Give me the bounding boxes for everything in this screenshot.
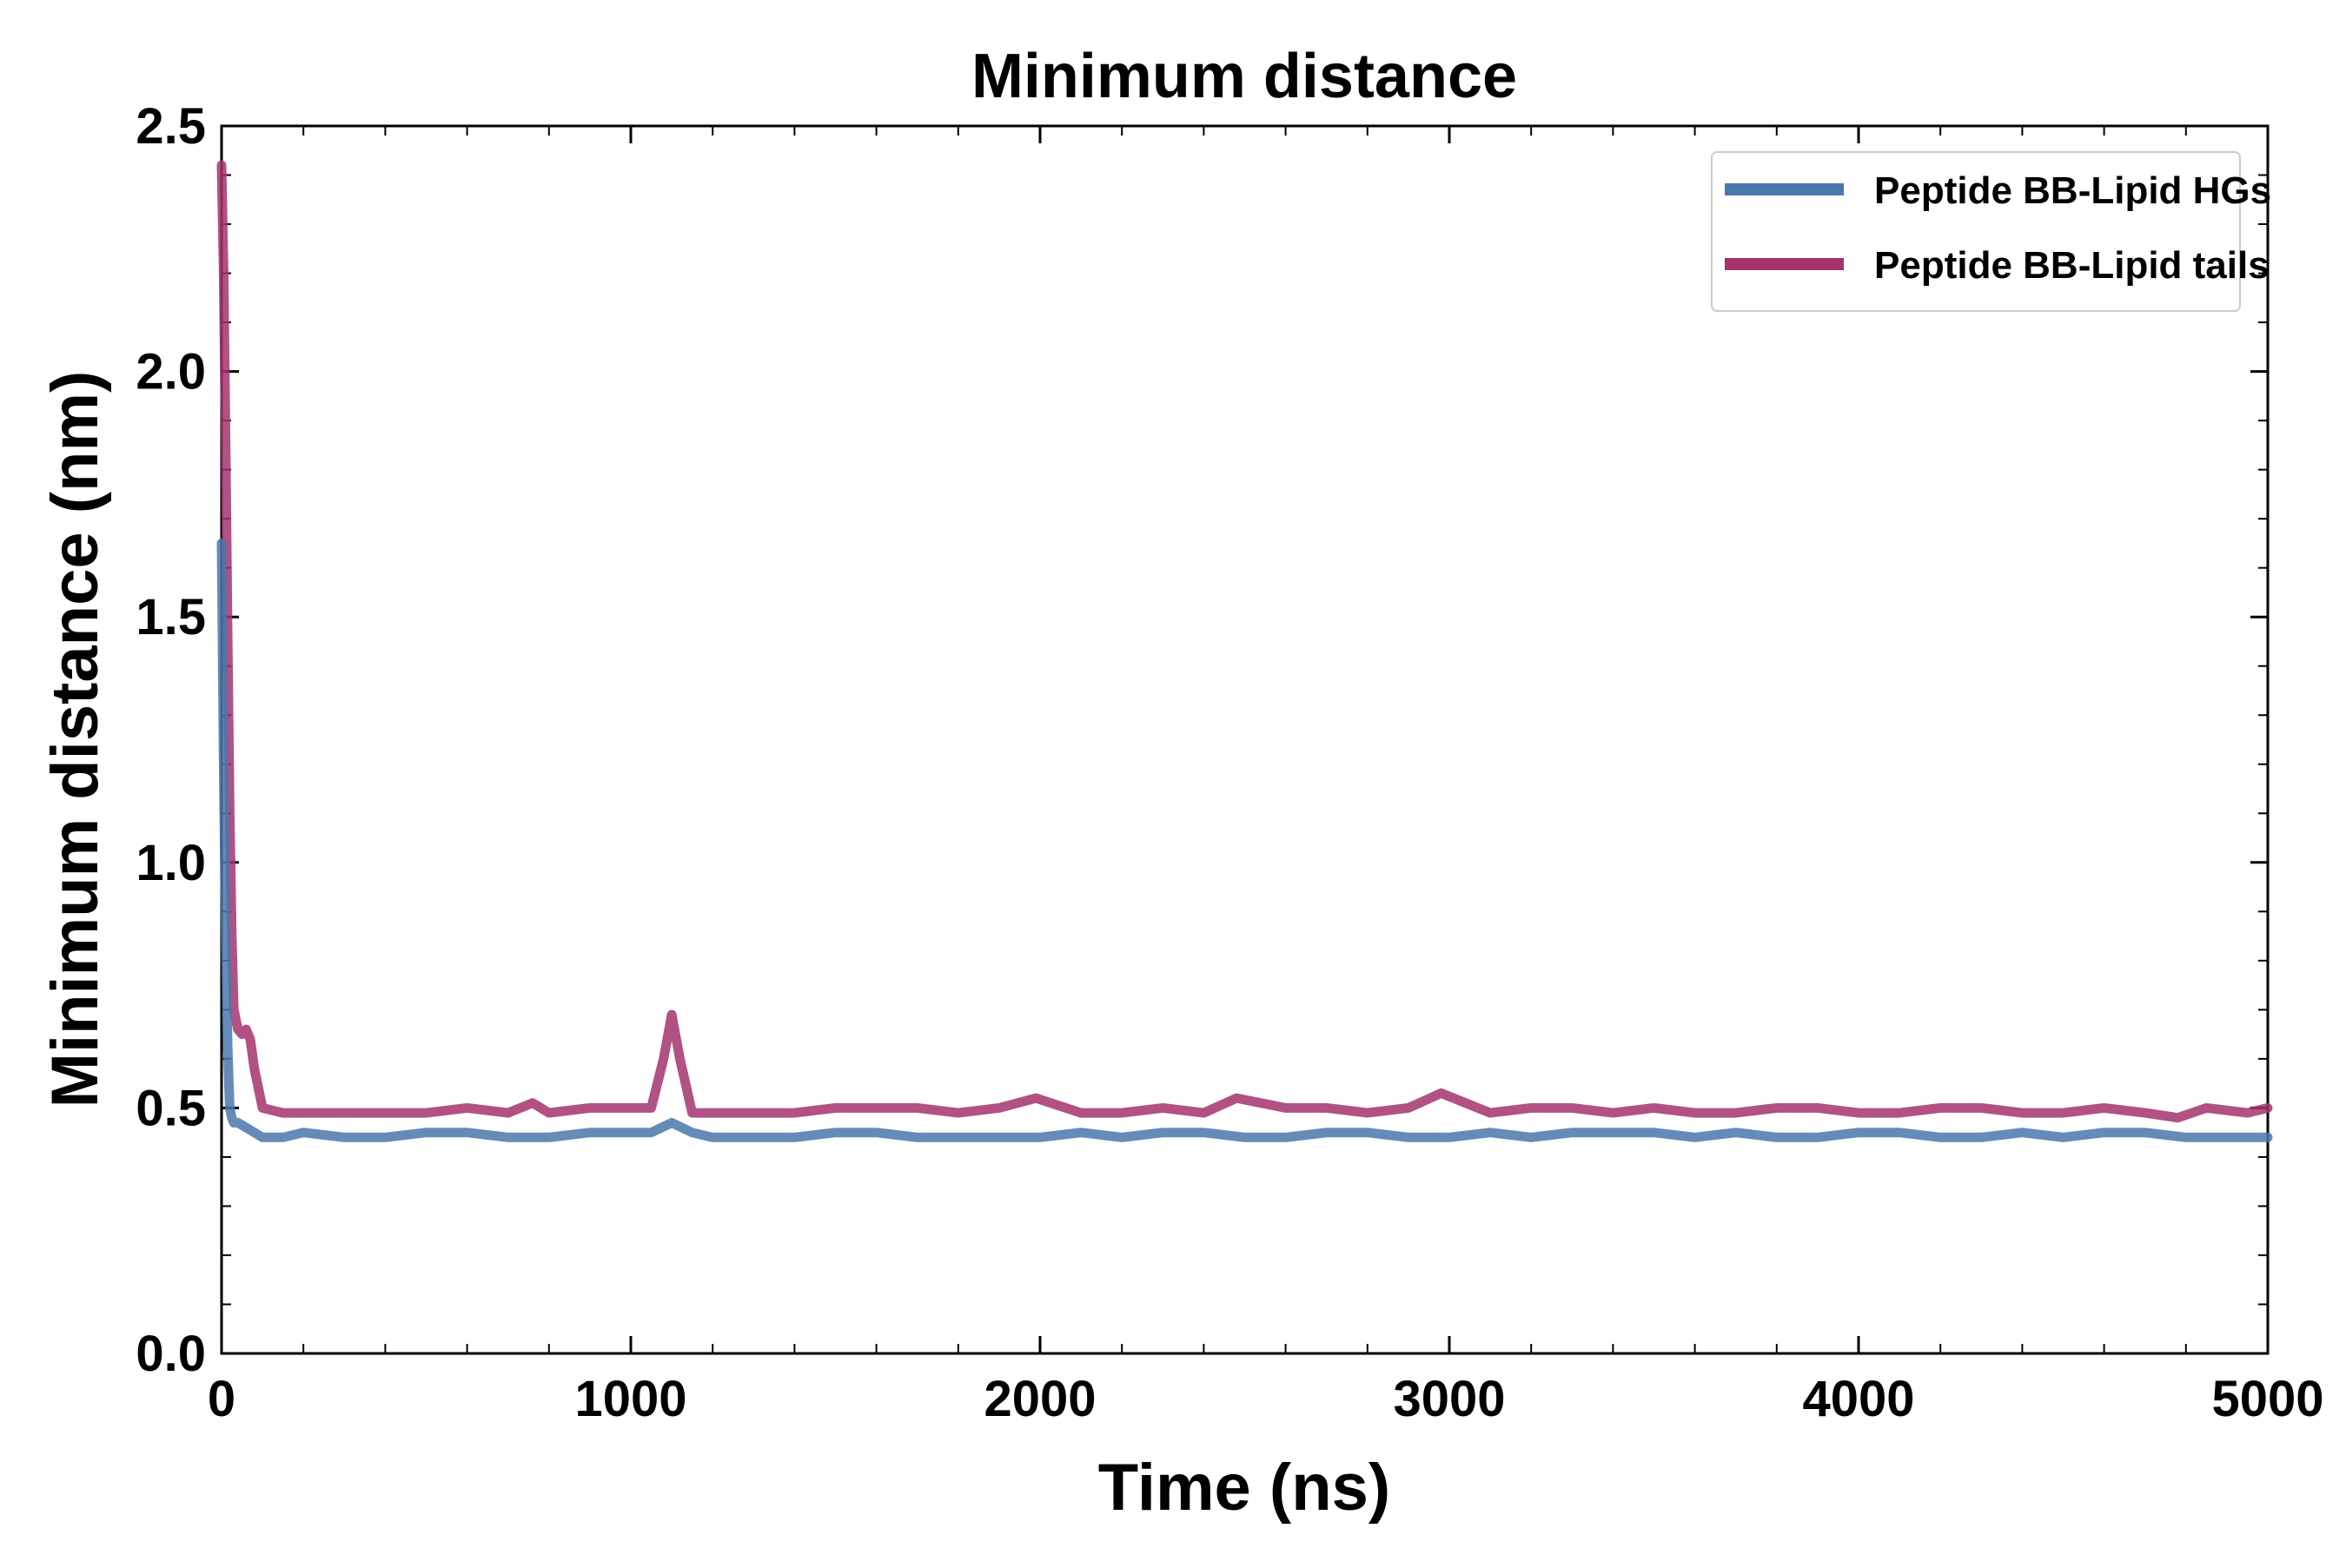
series-line-lipid-hgs (216, 538, 2273, 1142)
x-tick-label: 0 (208, 1371, 235, 1427)
series-line-lipid-tails (216, 160, 2273, 1123)
y-tick-label: 1.5 (136, 589, 206, 645)
legend-label-tails: Peptide BB-Lipid tails (1874, 244, 2270, 287)
y-tick-label: 2.5 (136, 98, 206, 155)
y-tick-label: 1.0 (136, 835, 206, 891)
chart-title: Minimum distance (971, 42, 1517, 111)
y-tick-label: 0.0 (136, 1326, 206, 1382)
y-tick-labels: 0.0 0.5 1.0 1.5 2.0 2.5 (136, 98, 206, 1382)
x-tick-label: 1000 (574, 1371, 686, 1427)
series-lines (216, 160, 2273, 1142)
x-tick-label: 4000 (1802, 1371, 1914, 1427)
legend: Peptide BB-Lipid HGs Peptide BB-Lipid ta… (1711, 151, 2271, 312)
x-tick-label: 2000 (984, 1371, 1096, 1427)
x-axis-label: Time (ns) (1098, 1451, 1390, 1525)
y-tick-label: 2.0 (136, 344, 206, 400)
x-tick-label: 5000 (2211, 1371, 2323, 1427)
y-axis-label: Minimum distance (nm) (38, 371, 112, 1108)
y-tick-label: 0.5 (136, 1080, 206, 1136)
x-tick-label: 3000 (1393, 1371, 1505, 1427)
legend-label-hgs: Peptide BB-Lipid HGs (1874, 169, 2271, 212)
x-tick-labels: 0 1000 2000 3000 4000 5000 (208, 1371, 2324, 1427)
